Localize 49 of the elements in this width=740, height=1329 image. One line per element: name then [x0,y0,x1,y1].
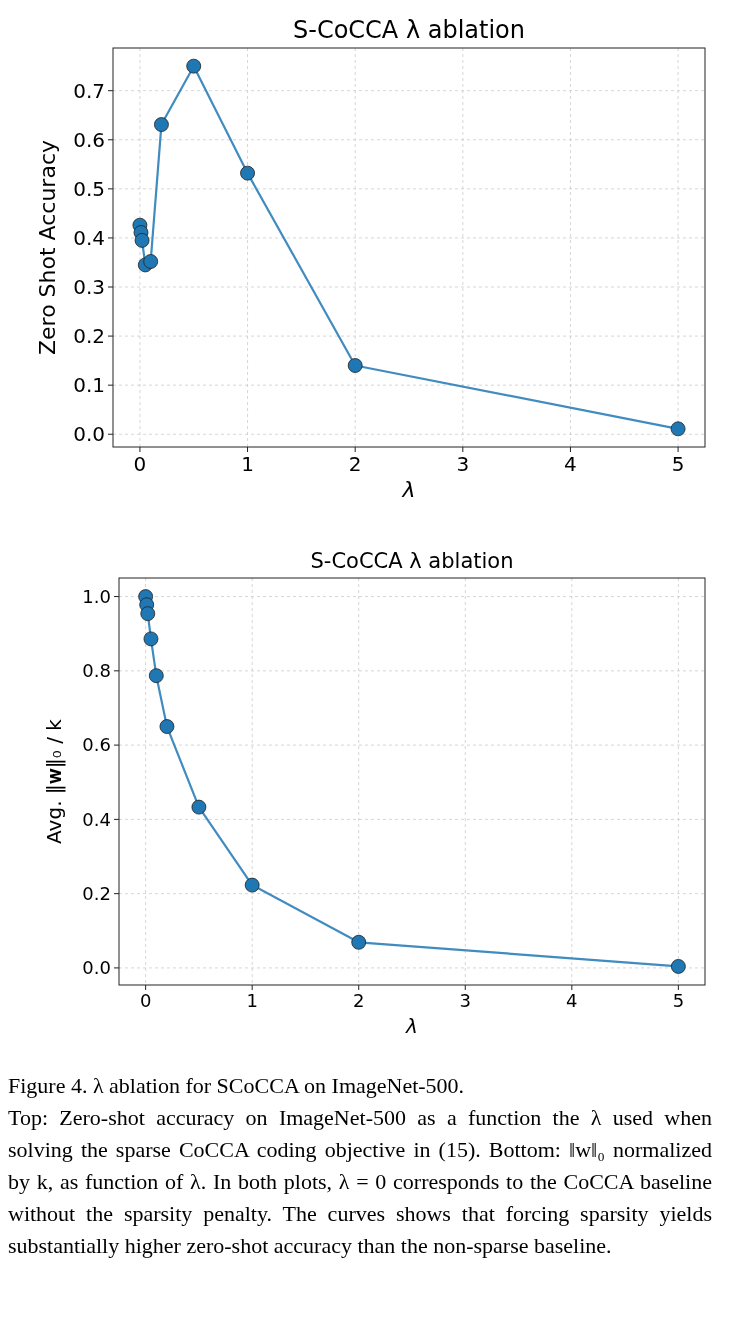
text: Top: Zero-shot accuracy on ImageNet-500 as a function the λ used when solving the sparse CoCCA coding objective in (15). Bottom: ‖w‖₀ normalized by k, as function of λ. In both plots, λ = 0 corresponds to the CoCCA baseline without the sparsity penalty. The curves shows that forcing sparsity yields substantially higher zero-shot accuracy than the non-sparse baseline. [8,1104,712,1260]
y-tick-label: 0.0 [82,957,111,979]
point [148,668,164,684]
x-tick-label: 3 [459,990,471,1012]
y-tick-label: 0.4 [82,808,111,830]
x-tick-label: 4 [566,990,578,1012]
x-tick-label: 1 [241,452,254,476]
x-axis-title: λ [405,1014,418,1038]
caption: Figure 4. λ ablation for SCoCCA on ImageNet-500. [8,1072,466,1100]
y-tick-label: 0.5 [73,176,105,201]
point [244,877,260,893]
point [134,232,150,248]
y-tick-label: 0.3 [73,275,105,300]
y-tick-label: 0.8 [82,660,111,682]
point [143,631,159,647]
point [186,58,202,74]
x-tick-label: 3 [456,452,470,476]
point [159,719,175,734]
y-tick-label: 0.2 [73,324,105,349]
x-axis-title: λ [401,476,416,502]
point [154,117,169,132]
point [191,799,207,815]
x-tick-label: 0 [139,990,152,1012]
y-tick-label: 1.0 [82,585,111,607]
y-tick-label: 0.1 [73,373,105,398]
y-tick-label: 0.2 [82,882,111,904]
point [670,959,686,974]
x-tick-label: 1 [246,990,258,1012]
x-tick-label: 0 [133,452,147,476]
x-tick-label: 5 [672,990,685,1012]
point [240,165,255,181]
point [347,358,363,373]
chart-title: S-CoCCA λ ablation [292,16,526,44]
point [351,934,367,950]
y-tick-label: 0.7 [73,78,105,103]
y-axis-title: Zero Shot Accuracy [35,139,60,356]
chart-title: S-CoCCA λ ablation [310,549,514,573]
point [670,421,686,437]
x-tick-label: 2 [353,990,365,1012]
x-tick-label: 2 [348,452,362,476]
y-tick-label: 0.6 [82,734,111,756]
y-tick-label: 0.6 [73,127,105,152]
x-tick-label: 4 [564,452,577,476]
point [143,254,159,269]
y-tick-label: 0.0 [73,422,105,447]
x-tick-label: 5 [671,452,685,476]
y-axis-title: Avg. ‖𝐰‖₀ / k [42,718,66,844]
y-tick-label: 0.4 [73,225,105,250]
point [140,606,156,622]
